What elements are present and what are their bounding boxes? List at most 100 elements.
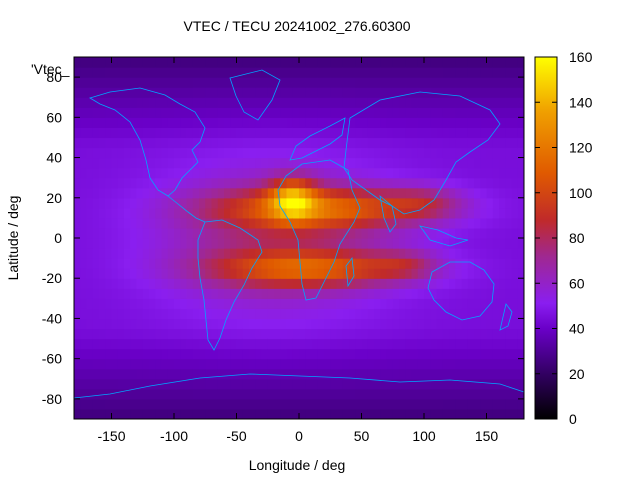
heat-cell [86,97,94,108]
heat-cell [286,378,294,390]
heat-cell [161,368,169,380]
heat-cell [480,207,488,219]
heat-cell [467,207,475,219]
heat-cell [124,318,131,330]
heat-cell [292,338,300,350]
heat-cell [149,147,156,159]
heat-cell [267,217,275,229]
heat-cell [130,67,138,78]
heat-cell [111,388,119,400]
heat-cell [474,278,481,289]
heat-cell [292,137,300,149]
heat-cell [117,87,125,98]
heat-cell [474,217,481,229]
heat-cell [124,358,131,370]
heat-cell [92,147,100,159]
heat-cell [511,238,519,249]
heat-cell [480,258,488,269]
heat-cell [355,177,363,189]
heat-cell [230,207,238,219]
heat-cell [80,147,88,159]
heat-cell [174,187,181,199]
heat-cell [105,207,113,219]
heat-cell [486,157,494,169]
heat-cell [280,217,288,229]
heat-cell [255,318,263,330]
heat-cell [149,227,156,239]
heat-cell [267,278,275,289]
heat-cell [261,157,269,169]
heat-cell [511,187,519,199]
heat-cell [311,348,319,360]
heat-cell [386,117,394,128]
heat-cell [424,137,431,149]
heat-cell [417,268,425,279]
heat-cell [380,97,388,108]
heat-cell [317,378,325,390]
heat-cell [455,147,463,159]
heat-cell [105,378,113,390]
heat-cell [499,77,506,88]
heat-cell [292,238,300,249]
heat-cell [442,368,450,380]
heat-cell [174,107,181,118]
heat-cell [161,97,169,108]
heat-cell [80,197,88,209]
heat-cell [99,137,106,149]
heat-cell [442,278,450,289]
heat-cell [417,97,425,108]
heat-cell [317,308,325,320]
heat-cell [199,207,206,219]
heat-cell [167,207,175,219]
heat-cell [142,288,150,299]
heat-cell [249,358,256,370]
heat-cell [499,238,506,249]
heat-cell [136,288,144,299]
heat-cell [336,137,344,149]
heat-cell [330,318,338,330]
heat-cell [386,227,394,239]
heat-cell [517,288,524,299]
heat-cell [467,127,475,139]
heat-cell [417,217,425,229]
heat-cell [242,127,250,139]
heat-cell [386,328,394,340]
heat-cell [99,378,106,390]
heat-cell [442,268,450,279]
heat-cell [330,217,338,229]
heat-cell [392,167,400,179]
heat-cell [461,238,469,249]
heat-cell [499,197,506,209]
heat-cell [517,187,524,199]
heat-cell [311,187,319,199]
heat-cell [192,268,200,279]
heat-cell [205,378,213,390]
heat-cell [280,57,288,68]
heat-cell [342,147,350,159]
heat-cell [305,107,313,118]
heat-cell [374,248,381,259]
heat-cell [230,248,238,259]
heat-cell [317,388,325,400]
heat-cell [155,398,163,410]
heat-cell [367,328,375,340]
heat-cell [455,298,463,309]
heat-cell [355,358,363,370]
heat-cell [486,97,494,108]
heat-cell [99,338,106,350]
heat-cell [111,227,119,239]
heat-cell [449,308,456,320]
heat-cell [130,338,138,350]
heat-cell [217,157,225,169]
heat-cell [480,318,488,330]
heat-cell [330,187,338,199]
heat-cell [199,348,206,360]
heat-cell [436,57,444,68]
heat-cell [311,308,319,320]
heat-cell [136,298,144,309]
heat-cell [155,348,163,360]
heat-cell [424,197,431,209]
heat-cell [386,308,394,320]
heat-cell [449,338,456,350]
heat-cell [236,227,244,239]
